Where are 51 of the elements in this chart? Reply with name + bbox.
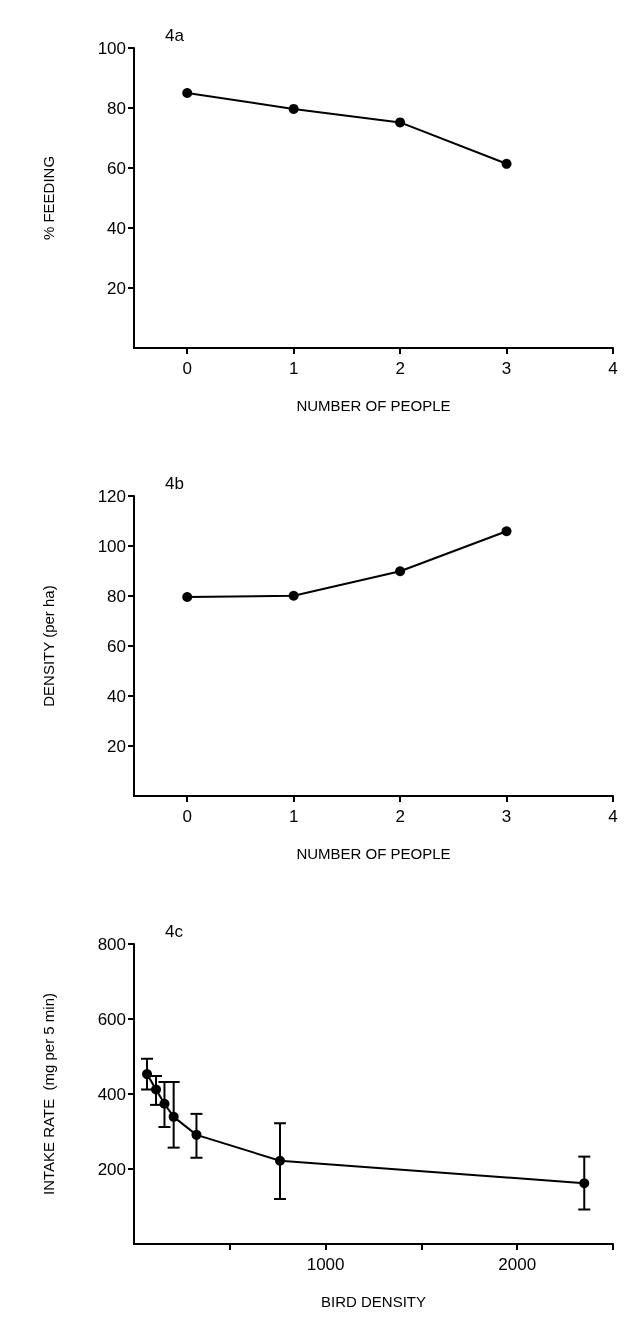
point bbox=[501, 526, 512, 537]
y-tick-label: 20 bbox=[107, 278, 126, 298]
point bbox=[501, 158, 512, 169]
point bbox=[142, 1069, 153, 1080]
x-tick-label: 0 bbox=[182, 359, 192, 378]
y-tick-label: 40 bbox=[107, 218, 126, 238]
x-tick-label: 4 bbox=[608, 807, 618, 826]
y-axis-title: DENSITY (per ha) bbox=[40, 585, 57, 707]
point bbox=[182, 88, 193, 98]
y-tick-label: 60 bbox=[107, 636, 126, 656]
y-tick-label: 20 bbox=[107, 736, 126, 756]
chart-title: 4b bbox=[165, 474, 184, 493]
point bbox=[151, 1084, 162, 1095]
chart-title: 4c bbox=[165, 922, 184, 941]
x-tick-label: 1000 bbox=[306, 1255, 345, 1274]
y-tick-label: 400 bbox=[97, 1084, 126, 1104]
y-tick-label: 800 bbox=[97, 934, 126, 954]
point bbox=[288, 590, 299, 601]
x-tick-label: 3 bbox=[501, 359, 512, 378]
x-tick-label: 4 bbox=[608, 359, 618, 378]
y-tick-label: 40 bbox=[107, 686, 126, 706]
x-tick-label: 1 bbox=[288, 807, 299, 826]
y-tick-label: 120 bbox=[97, 486, 126, 506]
x-axis-title: NUMBER OF PEOPLE bbox=[296, 845, 451, 862]
x-tick-label: 3 bbox=[501, 807, 512, 826]
x-tick-label: 2000 bbox=[498, 1255, 537, 1274]
point bbox=[395, 566, 406, 577]
x-axis-title: NUMBER OF PEOPLE bbox=[296, 397, 451, 414]
y-tick-label: 200 bbox=[97, 1159, 126, 1179]
point bbox=[288, 103, 299, 114]
point bbox=[182, 592, 193, 602]
y-axis-title: INTAKE RATE (mg per 5 min) bbox=[40, 993, 57, 1195]
y-tick-label: 600 bbox=[97, 1009, 126, 1029]
y-tick-label: 100 bbox=[97, 38, 126, 58]
point bbox=[579, 1178, 590, 1189]
x-tick-label: 1 bbox=[288, 359, 299, 378]
x-tick-label: 2 bbox=[395, 359, 405, 378]
point bbox=[191, 1129, 202, 1140]
x-axis-title: BIRD DENSITY bbox=[320, 1293, 427, 1310]
y-tick-label: 80 bbox=[107, 98, 126, 118]
y-tick-label: 80 bbox=[107, 586, 126, 606]
chart-title: 4a bbox=[165, 26, 185, 45]
point bbox=[395, 117, 406, 128]
x-tick-label: 2 bbox=[395, 807, 405, 826]
y-axis-title: % FEEDING bbox=[40, 155, 57, 241]
point bbox=[159, 1098, 170, 1109]
x-tick-label: 0 bbox=[182, 807, 192, 826]
point bbox=[168, 1111, 179, 1122]
point bbox=[275, 1155, 285, 1166]
y-tick-label: 60 bbox=[107, 158, 126, 178]
y-tick-label: 100 bbox=[97, 536, 126, 556]
